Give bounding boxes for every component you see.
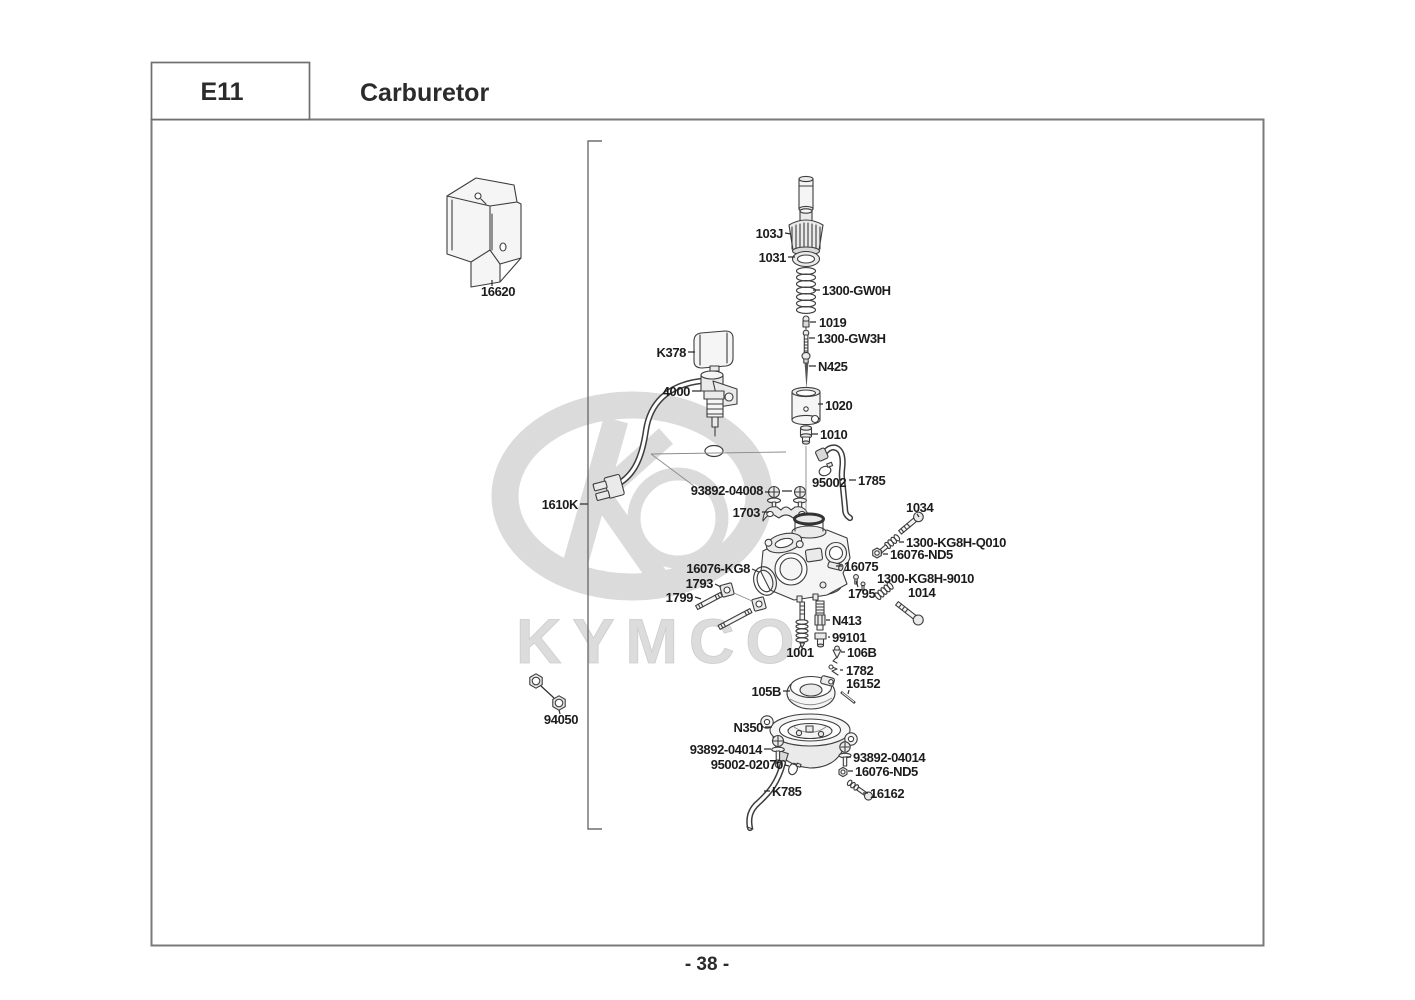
part-needle-jet-1010 bbox=[799, 425, 813, 445]
part-label-105B: 105B bbox=[752, 684, 781, 699]
page-frame bbox=[150, 118, 1265, 947]
part-label-93892-04008: 93892-04008 bbox=[691, 483, 763, 498]
part-label-K785: K785 bbox=[772, 784, 802, 799]
part-drain-tube-K785 bbox=[746, 759, 787, 832]
part-pin-16075 bbox=[827, 561, 844, 572]
part-hose-1785 bbox=[815, 444, 854, 522]
part-oring-1031 bbox=[791, 250, 821, 268]
part-label-1793: 1793 bbox=[686, 576, 713, 591]
part-pin-16152 bbox=[840, 690, 856, 705]
part-square-nuts-1793 bbox=[719, 582, 767, 612]
part-label-1799: 1799 bbox=[666, 590, 693, 605]
page-number: - 38 - bbox=[685, 954, 729, 975]
part-label-1782: 1782 bbox=[846, 663, 873, 678]
part-cable-guide-tube bbox=[798, 175, 814, 213]
header-code-box bbox=[150, 61, 311, 121]
part-screws-93892-04008 bbox=[766, 485, 808, 511]
part-screw-93892-04014-right bbox=[838, 741, 852, 767]
part-label-94050: 94050 bbox=[544, 712, 578, 727]
kymco-text-watermark: KYMCO bbox=[516, 607, 806, 677]
page-title: Carburetor bbox=[360, 79, 489, 107]
part-nut-16076-ND5-top bbox=[872, 547, 882, 559]
part-label-4000: 4000 bbox=[663, 384, 690, 399]
part-label-N425: N425 bbox=[818, 359, 848, 374]
part-jet-holder-N413 bbox=[814, 600, 826, 631]
part-label-93892-04014-right: 93892-04014 bbox=[853, 750, 926, 765]
part-label-N413: N413 bbox=[832, 613, 862, 628]
part-label-1610K: 1610K bbox=[542, 497, 579, 512]
part-jet-needle-N425 bbox=[801, 351, 811, 389]
part-label-93892-04014-left: 93892-04014 bbox=[690, 742, 763, 757]
part-throttle-valve-1020 bbox=[791, 386, 821, 426]
part-spring-1300-KG8H-9010 bbox=[874, 581, 894, 601]
part-label-1001: 1001 bbox=[786, 645, 813, 660]
part-label-16075: 16075 bbox=[844, 559, 878, 574]
part-studs-1799 bbox=[695, 591, 753, 630]
figure-bracket bbox=[587, 140, 602, 830]
part-label-16076-ND5-top: 16076-ND5 bbox=[890, 547, 953, 562]
part-clamp-95002 bbox=[818, 461, 834, 477]
part-label-16152: 16152 bbox=[846, 676, 880, 691]
part-label-K378: K378 bbox=[657, 345, 687, 360]
part-label-1300-GW0H: 1300-GW0H bbox=[822, 283, 891, 298]
section-code: E11 bbox=[200, 78, 243, 106]
part-air-guide-16620 bbox=[446, 177, 522, 288]
part-clip-1782 bbox=[828, 664, 839, 676]
part-float-valve-106B bbox=[832, 645, 842, 664]
part-label-16076-KG8: 16076-KG8 bbox=[686, 561, 750, 576]
part-label-N350: N350 bbox=[734, 720, 764, 735]
part-label-1014: 1014 bbox=[908, 585, 936, 600]
part-clip-1019 bbox=[802, 315, 810, 330]
part-label-99101: 99101 bbox=[832, 630, 866, 645]
part-main-jet-99101 bbox=[814, 632, 827, 648]
part-carb-top-cap-103J bbox=[788, 208, 824, 256]
part-nuts-94050 bbox=[529, 673, 566, 711]
part-carburetor-body bbox=[760, 512, 851, 603]
part-label-1785: 1785 bbox=[858, 473, 885, 488]
part-bystarter-4000 bbox=[592, 370, 738, 501]
part-label-95002: 95002 bbox=[812, 475, 846, 490]
part-float-105B bbox=[786, 675, 836, 710]
part-cover-K378 bbox=[693, 330, 734, 372]
part-screw-1014 bbox=[895, 601, 924, 626]
part-label-1010: 1010 bbox=[820, 427, 847, 442]
part-label-1300-KG8H-9010: 1300-KG8H-9010 bbox=[877, 571, 974, 586]
part-spring-1300-GW0H bbox=[795, 267, 817, 314]
part-label-1703: 1703 bbox=[733, 505, 760, 520]
part-label-16620: 16620 bbox=[481, 284, 515, 299]
part-nut-16076-ND5-bottom bbox=[838, 766, 848, 778]
part-label-1031: 1031 bbox=[759, 250, 786, 265]
part-label-1020: 1020 bbox=[825, 398, 852, 413]
part-label-16076-ND5-bottom: 16076-ND5 bbox=[855, 764, 918, 779]
alignment-leader-lines bbox=[650, 446, 807, 602]
part-label-16162: 16162 bbox=[870, 786, 904, 801]
part-label-95002-02070: 95002-02070 bbox=[711, 757, 783, 772]
part-screw-16162 bbox=[846, 779, 874, 801]
part-float-bowl-N350 bbox=[760, 713, 858, 770]
part-label-1300-GW3H: 1300-GW3H bbox=[817, 331, 886, 346]
part-screw-93892-04014-left bbox=[771, 734, 785, 761]
part-label-1019: 1019 bbox=[819, 315, 846, 330]
part-label-103J: 103J bbox=[756, 226, 783, 241]
part-label-1300-KG8H-Q010: 1300-KG8H-Q010 bbox=[906, 535, 1006, 550]
part-label-1795: 1795 bbox=[848, 586, 875, 601]
part-label-106B: 106B bbox=[847, 645, 876, 660]
part-clamp-95002-02070 bbox=[788, 762, 802, 776]
part-throttle-stop-screw-1001 bbox=[795, 601, 809, 649]
part-oring-16076-KG8 bbox=[753, 566, 777, 596]
part-label-1034: 1034 bbox=[906, 500, 934, 515]
